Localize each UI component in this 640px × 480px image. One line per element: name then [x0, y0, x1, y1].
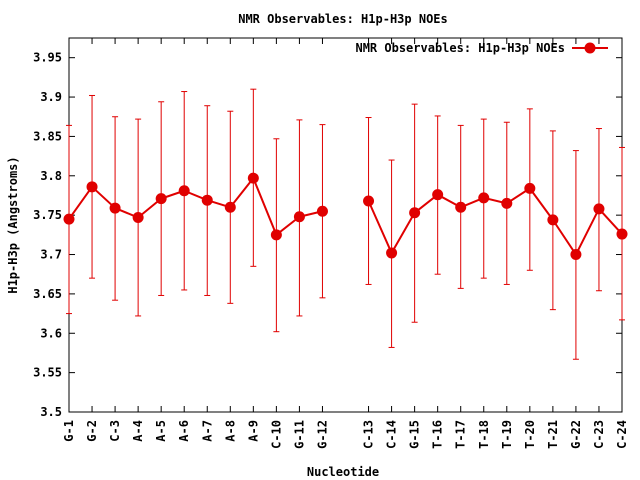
x-tick-label: T-21: [546, 420, 560, 449]
series-layer: [63, 88, 628, 360]
y-tick-labels: 3.5 3.55 3.6 3.65 3.7 3.75 3.8 3.85 3.9 3.95: [33, 51, 62, 419]
x-tick-label: A-4: [131, 420, 145, 442]
y-tick-label: 3.6: [40, 326, 62, 340]
x-tick-label: C-10: [269, 420, 283, 449]
data-point: [432, 189, 444, 201]
x-tick-label: G-12: [315, 420, 329, 449]
data-point: [616, 228, 628, 240]
data-point: [524, 182, 536, 194]
data-point: [201, 194, 213, 206]
x-tick-label: C-13: [362, 420, 376, 449]
x-tick-label: A-8: [223, 420, 237, 442]
x-tick-label: T-20: [523, 420, 537, 449]
y-tick-label: 3.9: [40, 90, 62, 104]
y-tick-label: 3.8: [40, 169, 62, 183]
data-point: [593, 203, 605, 215]
data-point: [316, 205, 328, 217]
data-point: [155, 193, 167, 205]
data-point: [109, 202, 121, 214]
x-tick-label: C-14: [385, 420, 399, 449]
data-point: [455, 201, 467, 213]
data-point: [570, 249, 582, 261]
x-tick-label: C-24: [615, 420, 629, 449]
data-point: [63, 213, 75, 225]
data-point: [270, 229, 282, 241]
legend: NMR Observables: H1p-H3p NOEs: [355, 41, 608, 55]
x-tick-label: G-1: [62, 420, 76, 442]
x-tick-label: T-19: [500, 420, 514, 449]
x-tick-label: G-2: [85, 420, 99, 442]
x-tick-label: A-9: [246, 420, 260, 442]
x-tick-label: G-15: [408, 420, 422, 449]
data-point: [224, 201, 236, 213]
y-tick-label: 3.85: [33, 129, 62, 143]
data-point: [409, 207, 421, 219]
data-point: [478, 192, 490, 204]
x-tick-label: T-17: [454, 420, 468, 449]
x-tick-label: G-11: [292, 420, 306, 449]
tick-layer: [68, 38, 623, 413]
legend-marker-swatch: [584, 42, 596, 54]
plot-frame: [68, 37, 623, 413]
x-tick-label: T-16: [431, 420, 445, 449]
x-tick-label: C-23: [592, 420, 606, 449]
y-tick-label: 3.7: [40, 248, 62, 262]
x-tick-label: C-3: [108, 420, 122, 442]
y-axis-label: H1p-H3p (Angstroms): [6, 156, 20, 293]
data-point: [293, 211, 305, 223]
x-tick-label: A-7: [200, 420, 214, 442]
y-tick-label: 3.95: [33, 51, 62, 65]
y-tick-label: 3.75: [33, 208, 62, 222]
data-point: [247, 172, 259, 184]
data-point: [547, 214, 559, 226]
data-point: [132, 212, 144, 224]
data-point: [501, 197, 513, 209]
x-axis-label: Nucleotide: [307, 465, 379, 479]
data-point: [86, 181, 98, 193]
x-tick-label: G-22: [569, 420, 583, 449]
x-tick-label: A-6: [177, 420, 191, 442]
series-line: [68, 177, 323, 236]
series-line: [367, 187, 623, 256]
x-tick-labels: G-1 G-2 C-3 A-4 A-5 A-6 A-7 A-8 A-9 C-10 G-11 G-12 C…: [62, 420, 629, 449]
y-tick-label: 3.65: [33, 287, 62, 301]
legend-label: NMR Observables: H1p-H3p NOEs: [355, 41, 565, 55]
x-tick-label: T-18: [477, 420, 491, 449]
chart-title: NMR Observables: H1p-H3p NOEs: [238, 12, 448, 26]
y-tick-label: 3.55: [33, 366, 62, 380]
data-point: [363, 195, 375, 207]
data-point: [386, 247, 398, 259]
y-tick-label: 3.5: [40, 405, 62, 419]
x-tick-label: A-5: [154, 420, 168, 442]
data-point: [178, 185, 190, 197]
